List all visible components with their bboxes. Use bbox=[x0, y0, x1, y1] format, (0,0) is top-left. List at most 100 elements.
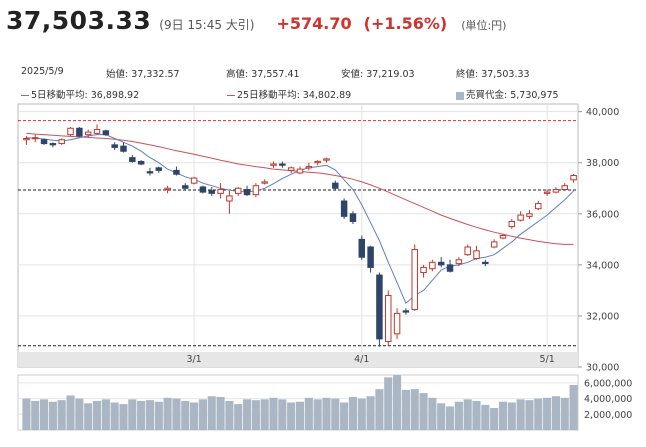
volume-bar bbox=[393, 375, 402, 430]
volume-bar bbox=[313, 399, 322, 430]
volume-bar bbox=[348, 397, 358, 430]
candle-body-up bbox=[517, 214, 524, 221]
volume-bar bbox=[75, 398, 84, 430]
volume-tick-label: 4,000,000 bbox=[584, 394, 632, 405]
volume-bar bbox=[472, 400, 481, 430]
volume-bar bbox=[216, 397, 225, 430]
volume-bar bbox=[428, 397, 437, 430]
plot-area bbox=[17, 103, 579, 368]
candle-body-down bbox=[349, 213, 357, 222]
candle-body-down bbox=[102, 130, 110, 136]
volume-bar bbox=[22, 398, 31, 430]
candle-body-up bbox=[464, 246, 471, 256]
price-change-percent: (+1.56%) bbox=[363, 14, 448, 33]
candle-body-down bbox=[146, 171, 154, 174]
volume-bar bbox=[242, 399, 252, 430]
candle-body-up bbox=[270, 163, 277, 166]
candle-body-up bbox=[561, 185, 568, 191]
candle-body-up bbox=[93, 129, 101, 134]
candle-body-up bbox=[234, 187, 242, 194]
candle-body-up bbox=[455, 259, 463, 265]
volume-bar bbox=[260, 399, 269, 430]
unit-label: (単位:円) bbox=[461, 19, 507, 32]
candle-body-up bbox=[508, 220, 516, 228]
price-change: +574.70 bbox=[276, 14, 352, 33]
candle-body-up bbox=[570, 174, 577, 181]
candle-body-up bbox=[252, 185, 260, 196]
candle-body-up bbox=[84, 131, 92, 136]
candle-body-up bbox=[23, 137, 30, 141]
volume-swatch bbox=[456, 91, 464, 100]
ma5-swatch bbox=[21, 95, 29, 96]
volume-bar bbox=[490, 408, 499, 430]
summary-low: 安値: 37,219.03 bbox=[341, 69, 415, 80]
candle-body-up bbox=[305, 166, 313, 169]
volume-bar bbox=[454, 401, 463, 430]
volume-bar bbox=[384, 377, 393, 430]
summary-date: 2025/5/9 bbox=[21, 66, 64, 77]
candle-body-down bbox=[340, 200, 348, 217]
candle-body-down bbox=[358, 238, 366, 258]
candle-body-up bbox=[552, 189, 560, 193]
volume-bar bbox=[145, 400, 155, 430]
volume-bar bbox=[507, 402, 516, 430]
summary-high: 高値: 37,557.41 bbox=[226, 69, 300, 80]
volume-bar bbox=[154, 401, 163, 430]
candle-body-up bbox=[287, 167, 295, 171]
volume-bar bbox=[543, 397, 552, 430]
volume-bar bbox=[190, 402, 199, 430]
volume-bar bbox=[110, 402, 119, 430]
summary-close: 終値: 37,503.33 bbox=[456, 69, 530, 80]
candle-body-up bbox=[323, 158, 330, 161]
candle-body-down bbox=[155, 167, 163, 171]
volume-bar bbox=[251, 400, 260, 430]
candle-body-down bbox=[76, 127, 83, 137]
candle-body-down bbox=[376, 274, 383, 340]
quote-header: 37,503.33 (9日 15:45 大引) +574.70 (+1.56%) (単位… bbox=[6, 6, 506, 38]
candle-body-down bbox=[111, 144, 118, 148]
quote-time: (9日 15:45 大引) bbox=[159, 18, 255, 32]
candle-body-up bbox=[420, 266, 427, 274]
candle-body-up bbox=[58, 139, 65, 145]
volume-bar bbox=[278, 399, 287, 430]
volume-bar bbox=[525, 400, 534, 430]
candle-body-up bbox=[429, 261, 436, 270]
candle-body-down bbox=[129, 157, 136, 162]
y-tick-label: 34,000 bbox=[586, 260, 619, 271]
volume-bar bbox=[357, 398, 366, 430]
volume-bar bbox=[207, 396, 216, 430]
y-tick-label: 32,000 bbox=[586, 311, 619, 322]
volume-bar bbox=[48, 401, 57, 430]
volume-bar bbox=[401, 389, 410, 430]
volume-bar bbox=[84, 403, 93, 430]
volume-bar bbox=[437, 403, 446, 430]
volume-bar bbox=[172, 398, 181, 430]
volume-bar bbox=[137, 400, 146, 430]
candle-body-down bbox=[279, 163, 286, 166]
volume-bar bbox=[40, 399, 49, 430]
volume-bar bbox=[119, 404, 128, 430]
volume-bar bbox=[419, 393, 428, 430]
candle-body-down bbox=[120, 145, 127, 152]
candle-body-up bbox=[490, 241, 498, 248]
candle-body-up bbox=[473, 250, 480, 259]
volume-bar bbox=[569, 384, 578, 430]
volume-bar bbox=[340, 402, 349, 430]
candle-body-up bbox=[526, 213, 533, 217]
volume-bar bbox=[198, 399, 207, 430]
volume-tick-label: 6,000,000 bbox=[584, 378, 632, 389]
legend-ma25: 25日移動平均: 34,802.89 bbox=[227, 87, 351, 101]
volume-bar bbox=[304, 397, 313, 430]
candle-body-down bbox=[137, 160, 145, 165]
legend-volume: 売買代金: 5,730,975 bbox=[456, 87, 559, 101]
legend-ma5: 5日移動平均: 36,898.92 bbox=[21, 87, 139, 101]
candle-body-down bbox=[243, 189, 251, 196]
volume-bar bbox=[516, 399, 525, 430]
volume-tick-label: 2,000,000 bbox=[584, 410, 632, 421]
candle-body-up bbox=[499, 235, 507, 239]
candle-body-up bbox=[164, 187, 171, 191]
ma25-swatch bbox=[227, 95, 235, 96]
volume-bar bbox=[410, 389, 419, 430]
volume-bar bbox=[92, 400, 102, 430]
